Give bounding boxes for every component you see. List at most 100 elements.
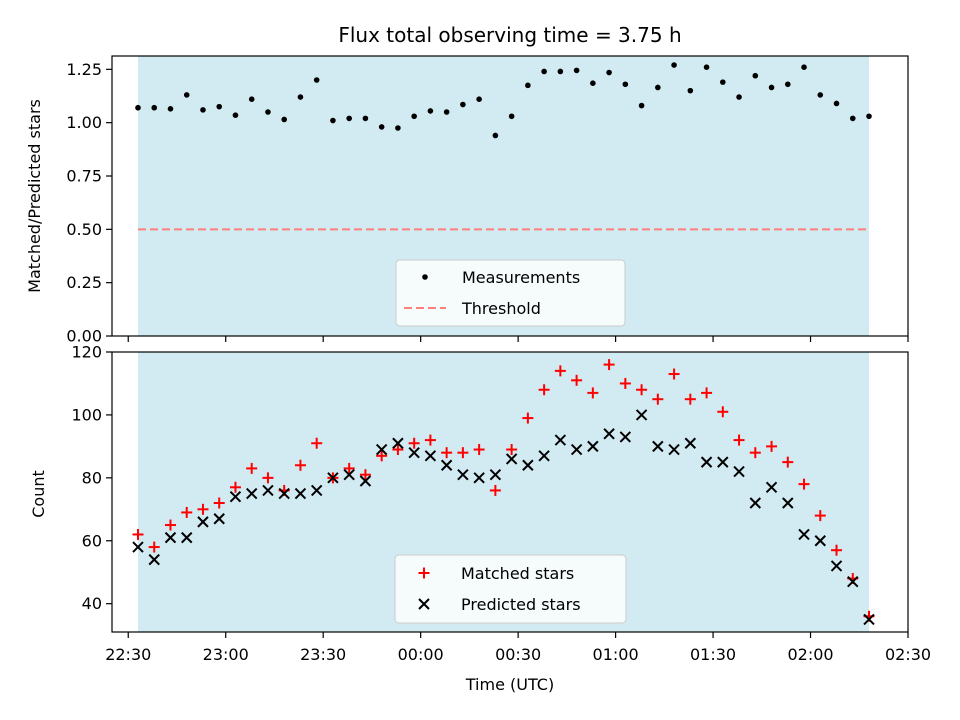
- measurement-point: [183, 92, 190, 98]
- matched-star-point: [538, 384, 550, 396]
- matched-star-point: [619, 377, 631, 389]
- top-y-tick-label: 1.25: [66, 60, 102, 79]
- measurement-point: [232, 112, 239, 118]
- legend-marker-predicted: [418, 598, 430, 610]
- matched-star-point: [441, 447, 453, 459]
- matched-star-point: [457, 447, 469, 459]
- matched-star-point: [587, 387, 599, 399]
- bottom-y-tick-label: 60: [82, 531, 102, 550]
- matched-star-point: [229, 481, 241, 493]
- x-tick-label: 02:00: [787, 645, 833, 664]
- measurement-point: [476, 96, 482, 102]
- legend-label-matched: Matched stars: [461, 564, 574, 583]
- predicted-star-point: [554, 434, 567, 446]
- top-panel: 0.00 0.25 0.50 0.75 1.00 1.25 Flux total obse…: [25, 23, 909, 346]
- measurement-point: [671, 62, 677, 68]
- matched-star-point: [652, 393, 664, 405]
- measurement-point: [200, 107, 206, 113]
- count-points: [132, 359, 875, 626]
- predicted-star-point: [570, 443, 583, 456]
- predicted-star-point: [164, 531, 177, 544]
- measurement-point: [378, 124, 385, 130]
- x-tick-label: 00:00: [398, 645, 444, 664]
- predicted-star-point: [603, 428, 615, 440]
- predicted-star-point: [619, 431, 632, 443]
- predicted-star-point: [213, 513, 225, 525]
- predicted-star-point: [310, 484, 323, 497]
- measurement-point: [395, 125, 401, 131]
- bottom-y-ticks: 40 60 80 100 120: [71, 343, 112, 613]
- bottom-axes-frame: [111, 351, 909, 633]
- chart-title: Flux total observing time = 3.75 h: [338, 23, 681, 47]
- measurement-point: [167, 106, 174, 112]
- predicted-star-point: [408, 446, 420, 459]
- measurement-point: [135, 104, 141, 111]
- measurement-point: [525, 82, 531, 89]
- predicted-star-point: [262, 484, 274, 497]
- matched-star-point: [684, 393, 696, 405]
- matched-star-point: [132, 528, 144, 540]
- measurement-point: [216, 103, 223, 110]
- matched-star-point: [798, 478, 810, 490]
- matched-star-point: [782, 456, 794, 468]
- top-y-tick-label: 0.75: [66, 167, 102, 186]
- predicted-star-point: [375, 443, 388, 456]
- measurement-point: [833, 100, 840, 107]
- measurement-point: [849, 115, 856, 122]
- measurement-point: [606, 69, 612, 76]
- predicted-star-point: [717, 456, 729, 468]
- matched-star-point: [831, 544, 843, 556]
- top-y-tick-label: 0.00: [66, 327, 102, 346]
- predicted-star-point: [424, 450, 437, 462]
- predicted-star-point: [457, 468, 469, 481]
- matched-star-point: [717, 406, 729, 418]
- matched-star-point: [571, 374, 583, 386]
- matched-star-point: [766, 440, 778, 452]
- measurement-point: [297, 94, 304, 100]
- predicted-star-point: [652, 440, 664, 453]
- matched-star-point: [668, 368, 680, 380]
- x-tick-label: 22:30: [105, 645, 151, 664]
- predicted-star-point: [489, 468, 502, 481]
- predicted-star-point: [668, 443, 680, 456]
- matched-star-point: [489, 484, 501, 496]
- predicted-star-point: [863, 613, 875, 626]
- predicted-star-point: [505, 453, 518, 465]
- bottom-y-tick-label: 100: [71, 405, 102, 424]
- measurement-point: [784, 81, 791, 88]
- x-tick-label: 01:30: [690, 645, 736, 664]
- bottom-legend-box: [394, 554, 627, 624]
- bottom-y-tick-label: 120: [71, 343, 102, 362]
- matched-star-point: [343, 462, 355, 474]
- predicted-star-point: [148, 553, 160, 566]
- measurement-points: [135, 62, 872, 139]
- measurement-point: [736, 94, 742, 100]
- predicted-star-point: [522, 459, 534, 471]
- legend-marker-measurements: [422, 274, 428, 280]
- predicted-star-point: [684, 437, 697, 449]
- measurement-point: [443, 109, 450, 115]
- legend-label-measurements: Measurements: [462, 268, 580, 287]
- measurement-point: [411, 113, 417, 120]
- measurement-point: [427, 108, 434, 114]
- matched-star-point: [213, 497, 225, 509]
- top-y-tick-label: 1.00: [66, 113, 102, 132]
- predicted-star-point: [132, 541, 144, 553]
- x-tick-label: 23:00: [203, 645, 249, 664]
- bottom-x-ticks: 22:30 23:00 23:30 00:00 00:30 01:00 01:30 02:00…: [105, 632, 931, 664]
- measurement-point: [817, 92, 824, 98]
- legend-marker-matched: [418, 567, 430, 579]
- measurement-point: [460, 101, 466, 108]
- measurement-point: [801, 64, 807, 70]
- matched-star-point: [359, 469, 371, 481]
- bottom-y-tick-label: 80: [82, 468, 102, 487]
- matched-star-point: [197, 503, 209, 515]
- top-y-ticks: 0.00 0.25 0.50 0.75 1.00 1.25: [66, 60, 112, 346]
- matched-star-point: [506, 444, 518, 456]
- bottom-y-tick-label: 40: [82, 594, 102, 613]
- matched-star-point: [701, 387, 713, 399]
- top-axes-frame: [111, 55, 909, 337]
- measurement-point: [492, 132, 499, 139]
- matched-star-point: [148, 541, 160, 553]
